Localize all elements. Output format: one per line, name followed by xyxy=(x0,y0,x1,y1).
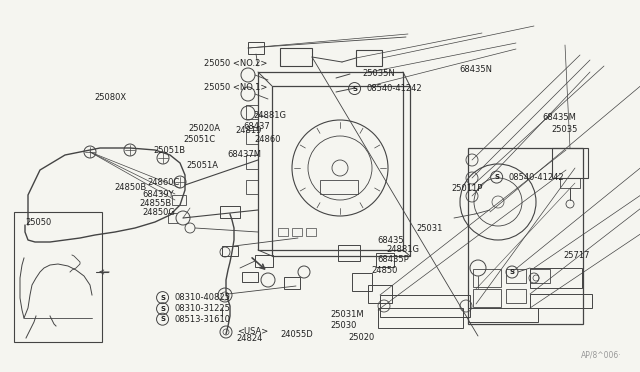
Bar xyxy=(468,148,583,324)
Text: 25020A: 25020A xyxy=(188,124,220,133)
Bar xyxy=(552,148,588,178)
Bar xyxy=(530,268,582,288)
Text: 24850G: 24850G xyxy=(142,208,175,217)
Text: 25717: 25717 xyxy=(563,251,589,260)
Text: 25080X: 25080X xyxy=(95,93,127,102)
Text: 68437M: 68437M xyxy=(228,150,262,159)
Bar xyxy=(530,269,550,283)
Text: S: S xyxy=(160,316,165,322)
Bar xyxy=(258,72,403,250)
Text: 25020: 25020 xyxy=(348,333,374,342)
Bar xyxy=(278,228,288,236)
Text: 24881G: 24881G xyxy=(387,246,420,254)
Text: 25050 <NO.1>: 25050 <NO.1> xyxy=(204,83,267,92)
Text: 25035N: 25035N xyxy=(362,69,395,78)
Bar xyxy=(255,255,273,267)
Bar xyxy=(378,308,463,328)
Text: <USA>: <USA> xyxy=(237,327,268,336)
Bar xyxy=(246,155,258,169)
Bar xyxy=(272,86,410,256)
Circle shape xyxy=(84,146,96,158)
Circle shape xyxy=(174,176,186,188)
Text: S: S xyxy=(160,295,165,301)
Text: 25051C: 25051C xyxy=(183,135,215,144)
Text: 24055D: 24055D xyxy=(280,330,313,339)
Text: S: S xyxy=(494,174,499,180)
Circle shape xyxy=(157,152,169,164)
Bar xyxy=(292,228,302,236)
Text: 24824: 24824 xyxy=(237,334,263,343)
Bar xyxy=(468,308,538,322)
Text: 25031: 25031 xyxy=(416,224,442,233)
Text: 68435: 68435 xyxy=(378,236,404,245)
Text: 25050: 25050 xyxy=(26,218,52,227)
Bar xyxy=(380,295,470,317)
Text: 08310-31225: 08310-31225 xyxy=(174,304,230,313)
Text: 24881G: 24881G xyxy=(253,111,287,120)
Bar xyxy=(242,272,258,282)
Bar xyxy=(368,285,392,303)
Bar xyxy=(473,269,501,287)
Bar xyxy=(320,180,358,194)
Text: 24819: 24819 xyxy=(236,126,262,135)
Circle shape xyxy=(124,144,136,156)
Bar xyxy=(14,212,102,342)
Bar xyxy=(473,289,501,307)
Text: 24850: 24850 xyxy=(371,266,397,275)
Text: 24860: 24860 xyxy=(255,135,281,144)
Bar xyxy=(506,289,526,303)
Text: 25031M: 25031M xyxy=(330,310,364,319)
Text: 08540-41242: 08540-41242 xyxy=(366,84,422,93)
Bar xyxy=(352,273,372,291)
Bar xyxy=(280,48,312,66)
Text: 24850B: 24850B xyxy=(114,183,146,192)
Text: AP/8^006·: AP/8^006· xyxy=(581,351,622,360)
Bar xyxy=(530,294,592,308)
Bar xyxy=(220,206,240,218)
Text: 68435M: 68435M xyxy=(543,113,577,122)
Text: S: S xyxy=(160,306,165,312)
Text: 68435N: 68435N xyxy=(460,65,493,74)
Bar xyxy=(222,246,238,256)
Text: 08513-31610: 08513-31610 xyxy=(174,315,230,324)
Circle shape xyxy=(176,211,190,225)
Text: 24855B: 24855B xyxy=(140,199,172,208)
Bar xyxy=(172,195,186,205)
Text: 25035: 25035 xyxy=(552,125,578,134)
Text: 25011P: 25011P xyxy=(452,184,483,193)
Text: S: S xyxy=(509,269,515,275)
Text: 08310-40825: 08310-40825 xyxy=(174,293,230,302)
Text: 25051A: 25051A xyxy=(187,161,219,170)
Bar xyxy=(284,277,300,289)
Bar xyxy=(560,178,580,188)
Bar xyxy=(168,213,182,223)
Text: 24860C: 24860C xyxy=(147,178,180,187)
Text: S: S xyxy=(352,86,357,92)
Bar xyxy=(246,130,258,144)
Bar xyxy=(306,228,316,236)
Bar xyxy=(506,269,526,283)
Bar xyxy=(246,105,258,119)
Text: 25051B: 25051B xyxy=(154,146,186,155)
Bar xyxy=(248,42,264,54)
Bar xyxy=(338,245,360,261)
Text: 68435P: 68435P xyxy=(378,255,410,264)
Bar xyxy=(376,253,394,267)
Text: 25030: 25030 xyxy=(330,321,356,330)
Text: 68439Y: 68439Y xyxy=(142,190,173,199)
Bar xyxy=(246,180,258,194)
Text: 68437: 68437 xyxy=(243,122,270,131)
Text: 08540-41242: 08540-41242 xyxy=(509,173,564,182)
Bar xyxy=(356,50,382,66)
Text: 25050 <NO.2>: 25050 <NO.2> xyxy=(204,59,267,68)
